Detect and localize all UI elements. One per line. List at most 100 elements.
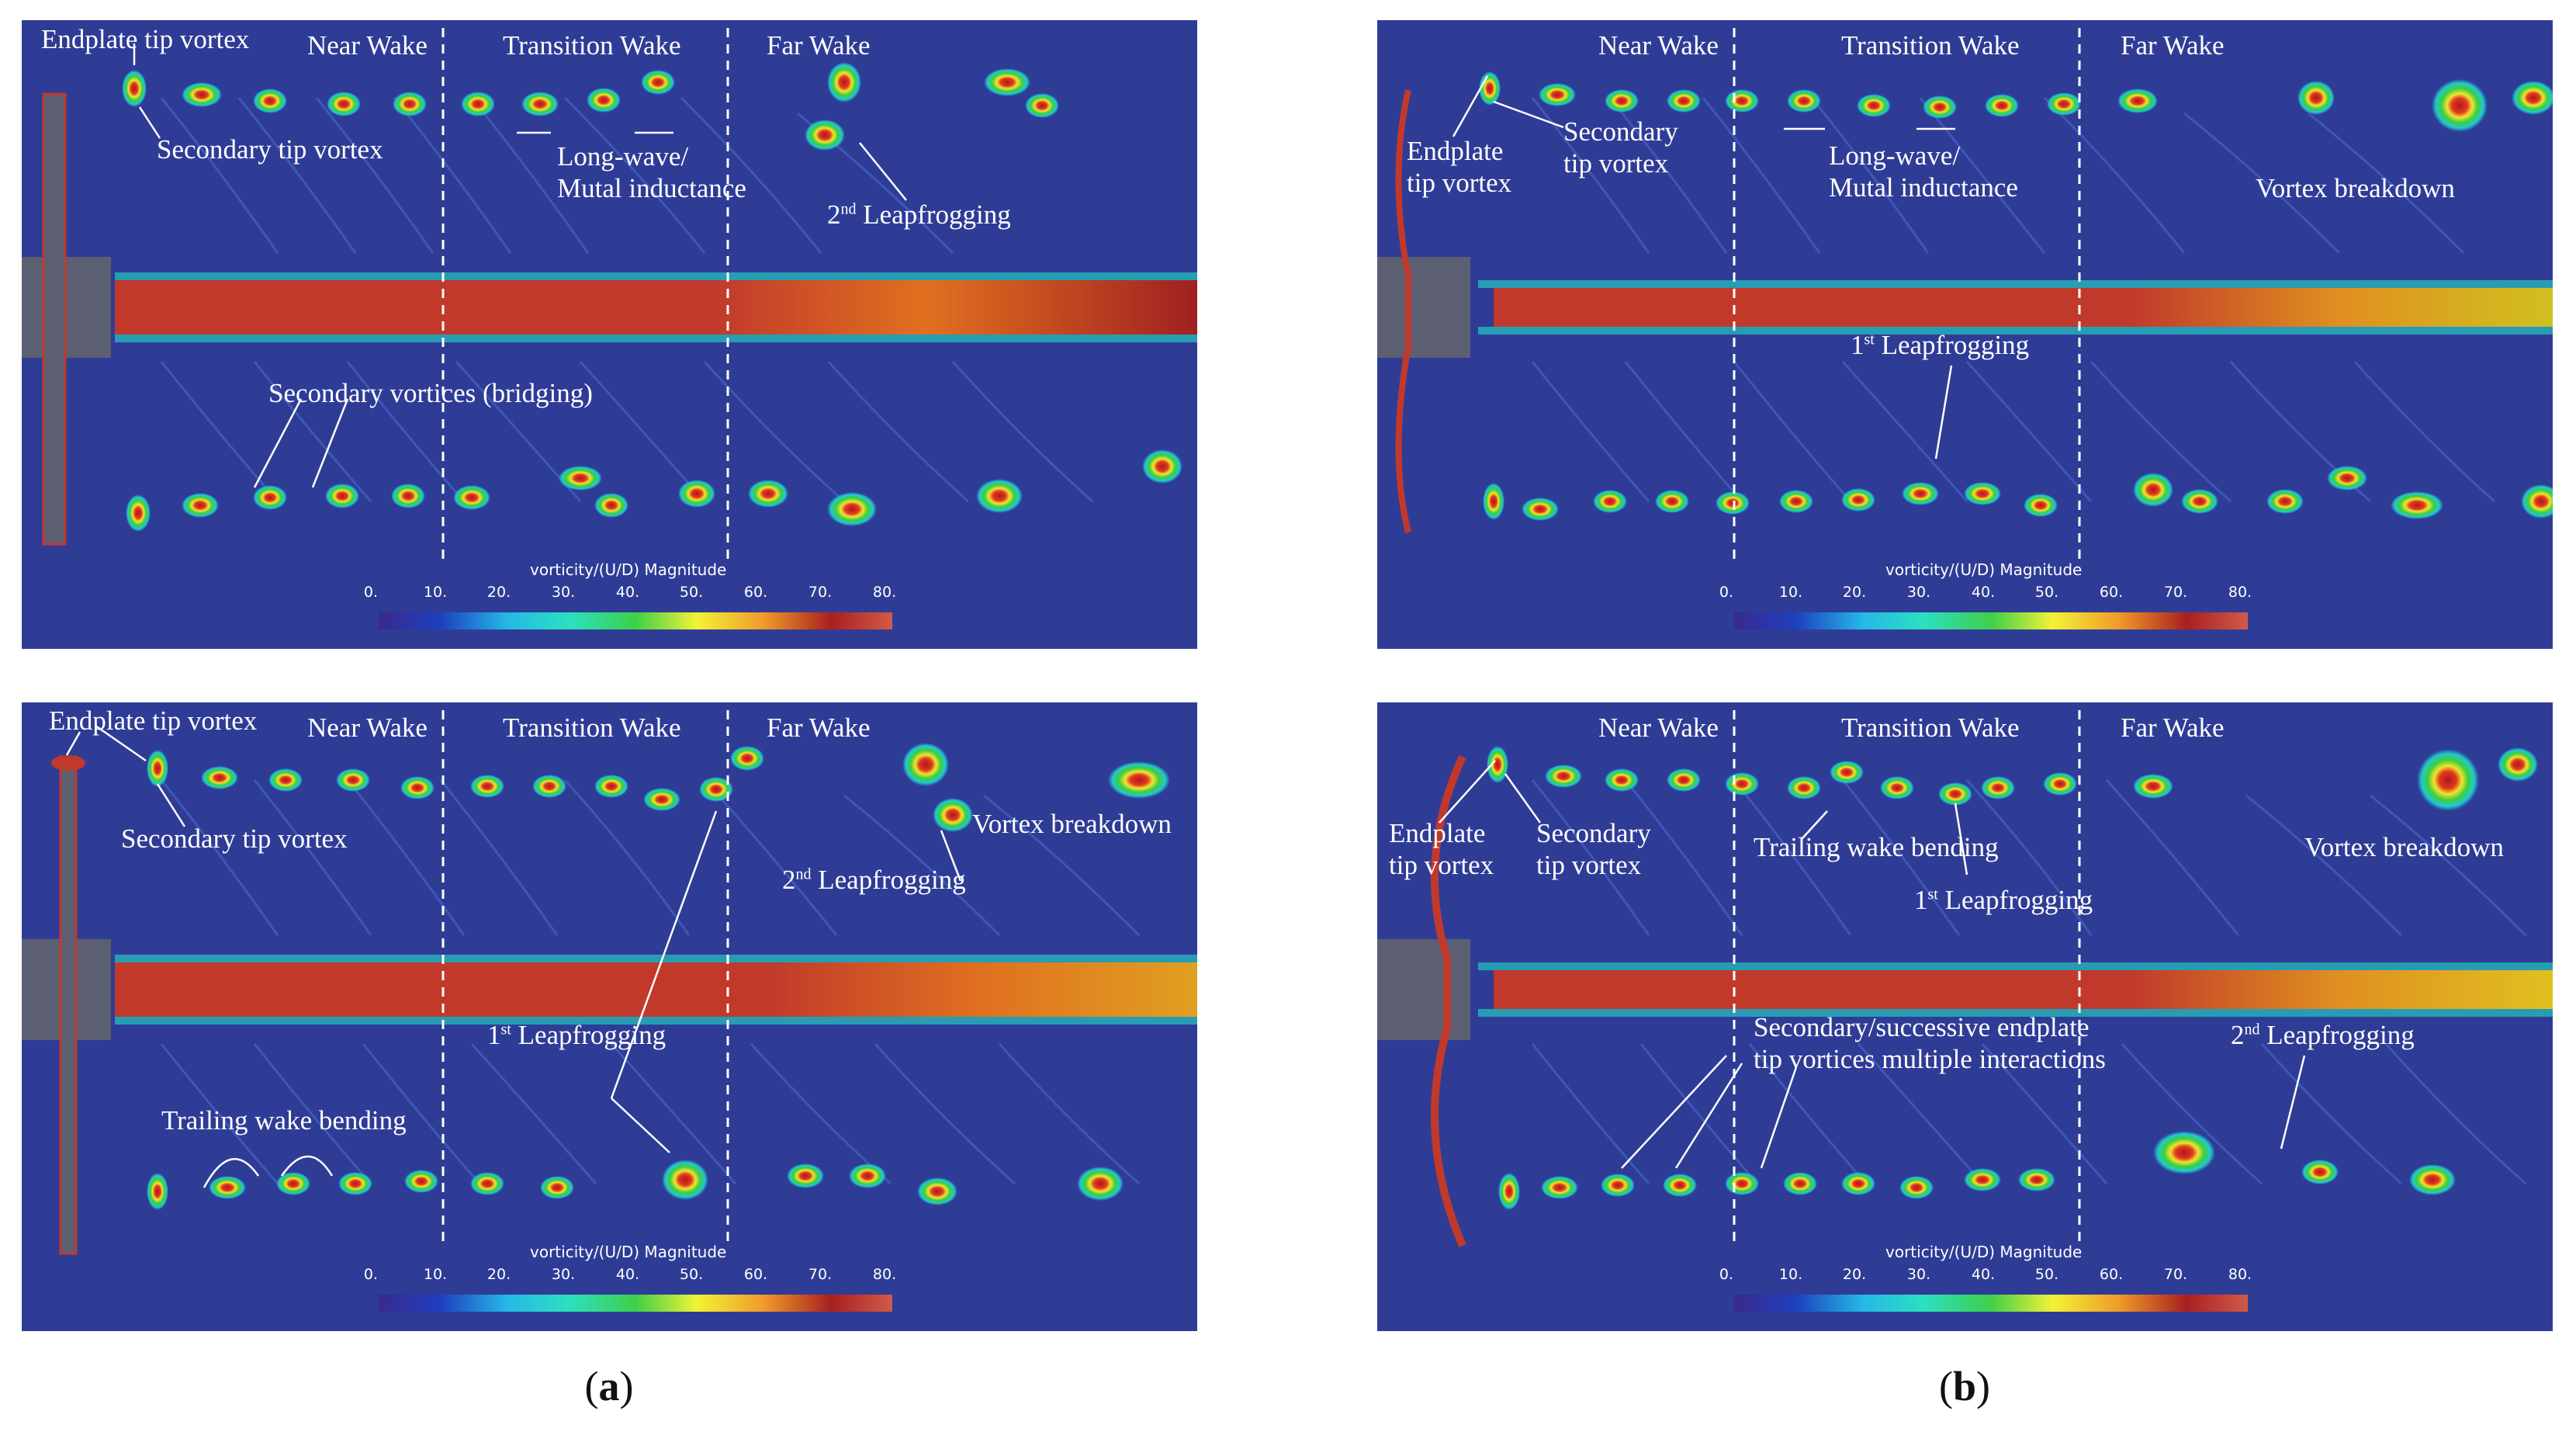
label-multiple-interactions-line1: Secondary/successive endplate <box>1754 1012 2090 1042</box>
colorbar-tick: 40. <box>1971 584 1996 601</box>
label-near-wake: Near Wake <box>1598 30 1719 61</box>
label-longwave-line1: Long-wave/ <box>557 141 689 172</box>
caption-a: (a) <box>584 1363 634 1409</box>
label-endplate-tip-vortex: Endplate tip vortex <box>41 24 250 54</box>
colorbar-title: vorticity/(U/D) Magnitude <box>530 1243 727 1261</box>
colorbar <box>1734 612 2248 629</box>
label-secondary-vortices-bridging: Secondary vortices (bridging) <box>268 378 593 408</box>
colorbar-tick: 20. <box>486 1266 511 1283</box>
label-leapfrogging-2nd: 2nd Leapfrogging <box>2231 1020 2415 1050</box>
label-transition-wake: Transition Wake <box>1841 30 2020 61</box>
colorbar-tick: 50. <box>679 1266 704 1283</box>
label-endplate-line1: Endplate <box>1389 818 1486 848</box>
label-far-wake: Far Wake <box>2121 30 2225 61</box>
hub <box>1377 939 1470 1040</box>
blade <box>42 92 67 546</box>
label-secondary-line1: Secondary <box>1536 818 1651 848</box>
upper-vortex-row <box>122 62 1059 151</box>
upper-vortex-row <box>147 743 1170 832</box>
label-near-wake: Near Wake <box>307 30 428 61</box>
colorbar-tick: 30. <box>551 584 576 601</box>
colorbar-tick: 20. <box>1842 584 1867 601</box>
label-secondary-tip-vortex: Secondary tip vortex <box>157 134 383 165</box>
label-leapfrogging-2nd: 2nd Leapfrogging <box>827 199 1011 230</box>
label-secondary-tip-vortex: Secondary tip vortex <box>121 823 348 854</box>
label-vortex-breakdown: Vortex breakdown <box>972 809 1172 839</box>
blade <box>59 755 78 1255</box>
colorbar-tick: 10. <box>1778 584 1803 601</box>
label-secondary-line2: tip vortex <box>1563 148 1669 179</box>
panel-a-bottom: Endplate tip vortex Near Wake Transition… <box>22 702 1197 1331</box>
panel-a-top: Endplate tip vortex Near Wake Transition… <box>22 20 1197 649</box>
label-near-wake: Near Wake <box>1598 713 1719 743</box>
label-transition-wake: Transition Wake <box>1841 713 2020 743</box>
colorbar-tick: 60. <box>2099 1266 2124 1283</box>
colorbar-tick: 40. <box>615 1266 640 1283</box>
label-far-wake: Far Wake <box>767 30 871 61</box>
colorbar-tick: 20. <box>1842 1266 1867 1283</box>
colorbar-tick: 0. <box>363 584 379 601</box>
colorbar-tick: 60. <box>743 584 768 601</box>
colorbar-tick: 10. <box>423 584 448 601</box>
upper-vortex-row <box>1479 71 2553 132</box>
colorbar-tick: 40. <box>615 584 640 601</box>
label-secondary-line2: tip vortex <box>1536 850 1642 880</box>
label-vortex-breakdown: Vortex breakdown <box>2256 173 2455 203</box>
colorbar-tick: 10. <box>1778 1266 1803 1283</box>
lower-vortex-row <box>1498 1131 2456 1210</box>
label-far-wake: Far Wake <box>767 713 871 743</box>
colorbar-tick: 80. <box>2228 584 2252 601</box>
blade <box>1395 89 1411 533</box>
colorbar-tick: 70. <box>2163 584 2188 601</box>
colorbar-tick: 80. <box>872 1266 897 1283</box>
label-multiple-interactions-line2: tip vortices multiple interactions <box>1754 1044 2106 1074</box>
colorbar-tick: 50. <box>2034 1266 2059 1283</box>
vorticity-field-b-top <box>1377 20 2553 649</box>
colorbar <box>1734 1295 2248 1312</box>
colorbar-tick: 60. <box>743 1266 768 1283</box>
colorbar-tick: 70. <box>808 1266 833 1283</box>
colorbar-tick: 30. <box>1906 584 1931 601</box>
colorbar-tick: 40. <box>1971 1266 1996 1283</box>
label-vortex-breakdown: Vortex breakdown <box>2304 832 2504 862</box>
colorbar <box>379 612 892 629</box>
label-leapfrogging-2nd: 2nd Leapfrogging <box>782 865 966 895</box>
label-leapfrogging-1st: 1st Leapfrogging <box>487 1020 667 1050</box>
label-longwave-line1: Long-wave/ <box>1829 140 1961 171</box>
panel-b-bottom: Endplate tip vortex Secondary tip vortex… <box>1377 702 2553 1331</box>
colorbar-tick: 0. <box>363 1266 379 1283</box>
caption-b: (b) <box>1938 1363 1991 1409</box>
label-trailing-wake-bending: Trailing wake bending <box>1754 832 1999 862</box>
colorbar <box>379 1295 892 1312</box>
label-longwave-line2: Mutal inductance <box>557 173 746 203</box>
vorticity-field-a-bottom <box>22 702 1197 1331</box>
lower-vortex-row <box>1483 466 2553 521</box>
blade <box>1431 754 1466 1247</box>
label-far-wake: Far Wake <box>2121 713 2225 743</box>
wake-core <box>115 280 1197 335</box>
colorbar-tick: 30. <box>1906 1266 1931 1283</box>
wake-core <box>115 962 1197 1017</box>
label-secondary-line1: Secondary <box>1563 116 1678 147</box>
label-leapfrogging-1st: 1st Leapfrogging <box>1851 330 2030 360</box>
hub <box>1377 257 1470 358</box>
label-near-wake: Near Wake <box>307 713 428 743</box>
colorbar-tick: 30. <box>551 1266 576 1283</box>
label-endplate-line1: Endplate <box>1407 136 1504 166</box>
wake-core <box>1494 970 2553 1009</box>
colorbar-tick: 70. <box>808 584 833 601</box>
colorbar-tick: 0. <box>1719 584 1734 601</box>
wake-core <box>1494 288 2553 327</box>
colorbar-title: vorticity/(U/D) Magnitude <box>530 560 727 579</box>
panel-b-top: Endplate tip vortex Secondary tip vortex… <box>1377 20 2553 649</box>
colorbar-tick: 80. <box>2228 1266 2252 1283</box>
label-endplate-tip-vortex: Endplate tip vortex <box>49 706 258 736</box>
colorbar-tick: 70. <box>2163 1266 2188 1283</box>
colorbar-tick: 0. <box>1719 1266 1734 1283</box>
colorbar-tick: 10. <box>423 1266 448 1283</box>
label-endplate-line2: tip vortex <box>1389 850 1494 880</box>
colorbar-tick: 20. <box>486 584 511 601</box>
lower-vortex-row <box>126 449 1182 532</box>
label-longwave-line2: Mutal inductance <box>1829 172 2018 203</box>
lower-vortex-row <box>147 1160 1124 1210</box>
